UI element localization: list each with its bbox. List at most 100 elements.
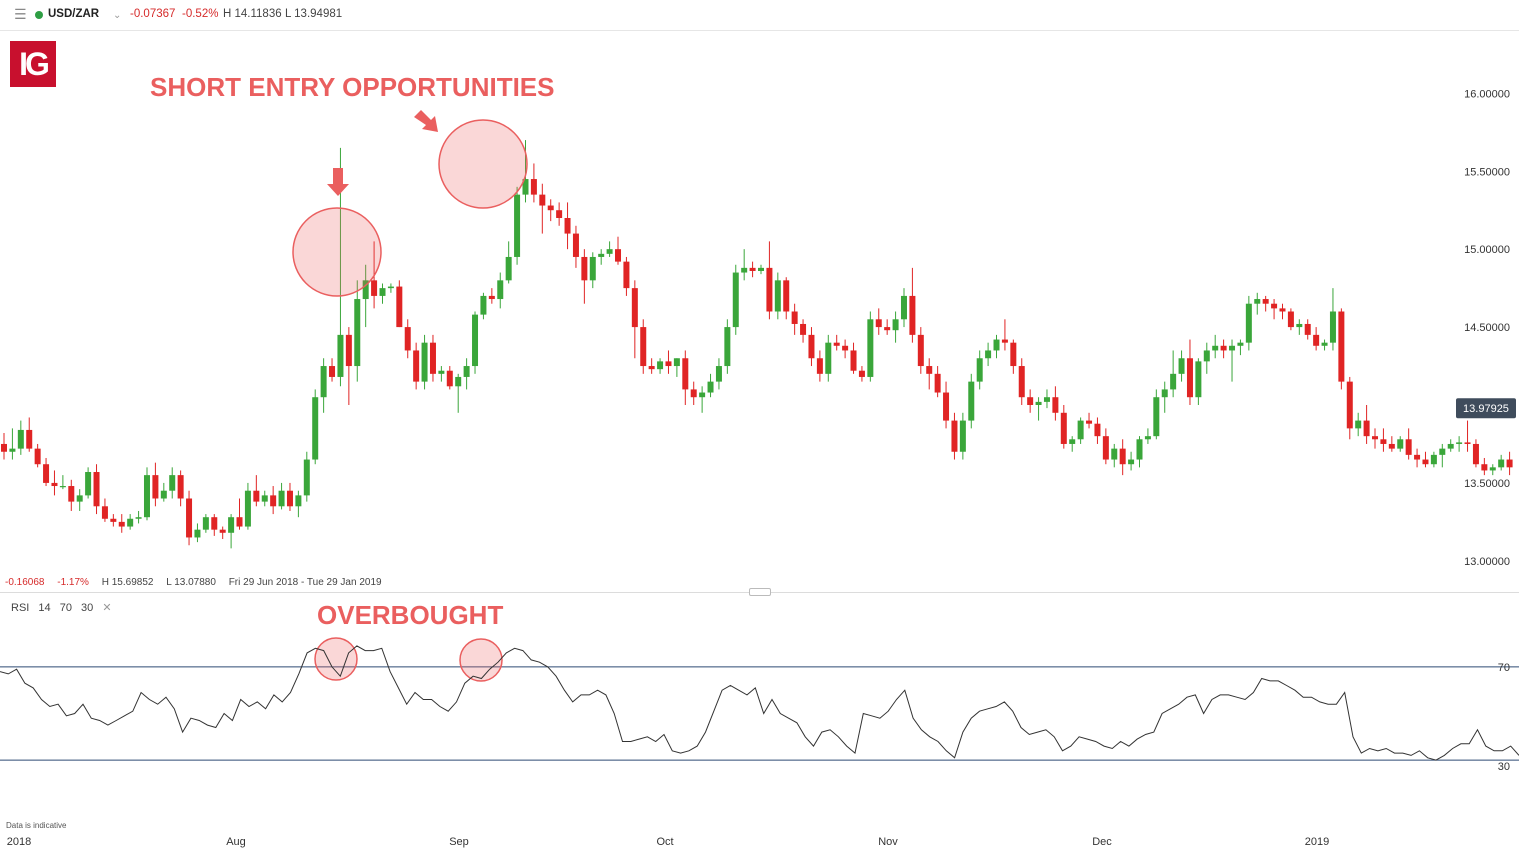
menu-icon[interactable]: ☰	[14, 6, 27, 22]
candle-body	[758, 267, 764, 271]
candle-body	[657, 361, 664, 370]
last-price-label: 13.97925	[1463, 403, 1509, 415]
candle-body	[387, 286, 394, 289]
candle-body	[1136, 439, 1143, 460]
candle-body	[396, 286, 403, 328]
symbol-name[interactable]: USD/ZAR	[48, 8, 100, 20]
candle-body	[690, 389, 697, 398]
candle-body	[749, 267, 756, 271]
candle-body	[85, 472, 92, 496]
candle-body	[900, 295, 907, 320]
chevron-down-icon[interactable]: ⌄	[113, 10, 122, 21]
x-tick-label: Dec	[1092, 836, 1112, 848]
candle-body	[371, 280, 378, 296]
candle-body	[1447, 443, 1454, 449]
rsi-upper-level-label: 70	[1498, 662, 1510, 674]
candle-body	[1119, 448, 1126, 465]
candle-body	[808, 334, 815, 359]
candle-body	[1388, 443, 1395, 449]
candle-body	[211, 517, 218, 530]
candle-body	[169, 475, 176, 491]
price-change-pct: -0.52%	[182, 8, 219, 20]
candle-body	[606, 249, 613, 254]
range-period: Fri 29 Jun 2018 - Tue 29 Jan 2019	[228, 577, 382, 588]
candle-body	[429, 342, 436, 374]
candle-body	[278, 490, 285, 507]
disclaimer: Data is indicative	[6, 821, 67, 830]
candle-body	[1144, 436, 1151, 440]
candle-body	[488, 295, 495, 300]
x-tick-label: Aug	[226, 836, 246, 848]
y-tick-label: 15.50000	[1464, 166, 1510, 178]
rsi-legend: RSI 14 70 30 ✕	[11, 601, 118, 614]
candle-body	[270, 495, 277, 507]
candle-body	[842, 345, 849, 351]
candle-body	[1001, 339, 1008, 343]
candle-body	[816, 358, 823, 374]
y-tick-label: 15.00000	[1464, 244, 1510, 256]
candle-body	[673, 358, 680, 367]
candle-body	[337, 334, 344, 377]
candle-body	[1313, 334, 1320, 346]
candle-body	[472, 314, 479, 367]
candle-body	[421, 342, 428, 382]
top-bar: ☰ USD/ZAR ⌄ -0.07367 -0.52% H 14.11836 L…	[0, 0, 1519, 31]
candle-body	[530, 179, 537, 195]
close-icon[interactable]: ✕	[102, 602, 112, 614]
candle-body	[51, 482, 58, 487]
candle-body	[101, 506, 108, 519]
candle-body	[791, 311, 798, 324]
candle-body	[976, 358, 983, 382]
price-change: -0.07367	[130, 8, 176, 20]
candle-body	[572, 233, 579, 257]
candle-body	[1094, 423, 1101, 437]
candle-body	[1027, 397, 1034, 405]
candle-body	[1178, 358, 1185, 374]
candle-body	[850, 350, 857, 371]
candle-body	[884, 327, 891, 331]
candle-body	[682, 358, 689, 390]
candle-body	[244, 490, 251, 527]
candle-body	[1279, 308, 1286, 312]
candle-body	[1018, 366, 1025, 398]
candle-body	[1043, 397, 1050, 402]
annotation-short-entry: SHORT ENTRY OPPORTUNITIES	[150, 72, 555, 102]
candle-body	[1346, 381, 1353, 429]
ig-logo: IG	[10, 41, 56, 87]
candle-body	[413, 350, 420, 382]
candle-body	[1380, 439, 1387, 444]
rsi-upper: 70	[59, 602, 72, 614]
candle-body	[177, 475, 184, 499]
range-high: H 15.69852	[101, 577, 154, 588]
candle-body	[1086, 420, 1093, 424]
candle-body	[1262, 299, 1269, 304]
range-low: L 13.07880	[166, 577, 216, 588]
rsi-line	[0, 645, 1519, 761]
candle-body	[968, 381, 975, 421]
candle-body	[127, 518, 134, 527]
pane-resize-handle[interactable]	[749, 588, 771, 596]
candle-body	[732, 272, 739, 328]
x-tick-label: Oct	[656, 836, 673, 848]
candle-body	[1304, 323, 1311, 335]
candle-body	[581, 256, 588, 281]
candle-body	[286, 490, 293, 507]
candle-body	[985, 350, 992, 359]
highlight-circle	[314, 637, 358, 681]
range-change: -0.16068	[5, 577, 45, 588]
candle-body	[1195, 361, 1202, 398]
candle-body	[1430, 454, 1437, 465]
candle-body	[926, 366, 933, 374]
candle-body	[345, 334, 352, 367]
x-tick-label: Nov	[878, 836, 898, 848]
candle-body	[993, 339, 1000, 351]
candle-body	[615, 249, 622, 262]
candle-body	[1245, 303, 1252, 343]
candle-body	[1254, 299, 1261, 304]
candle-body	[1220, 345, 1227, 351]
candle-body	[1355, 420, 1362, 429]
candle-body	[1271, 303, 1278, 309]
candle-body	[312, 397, 319, 460]
candle-body	[564, 218, 571, 234]
